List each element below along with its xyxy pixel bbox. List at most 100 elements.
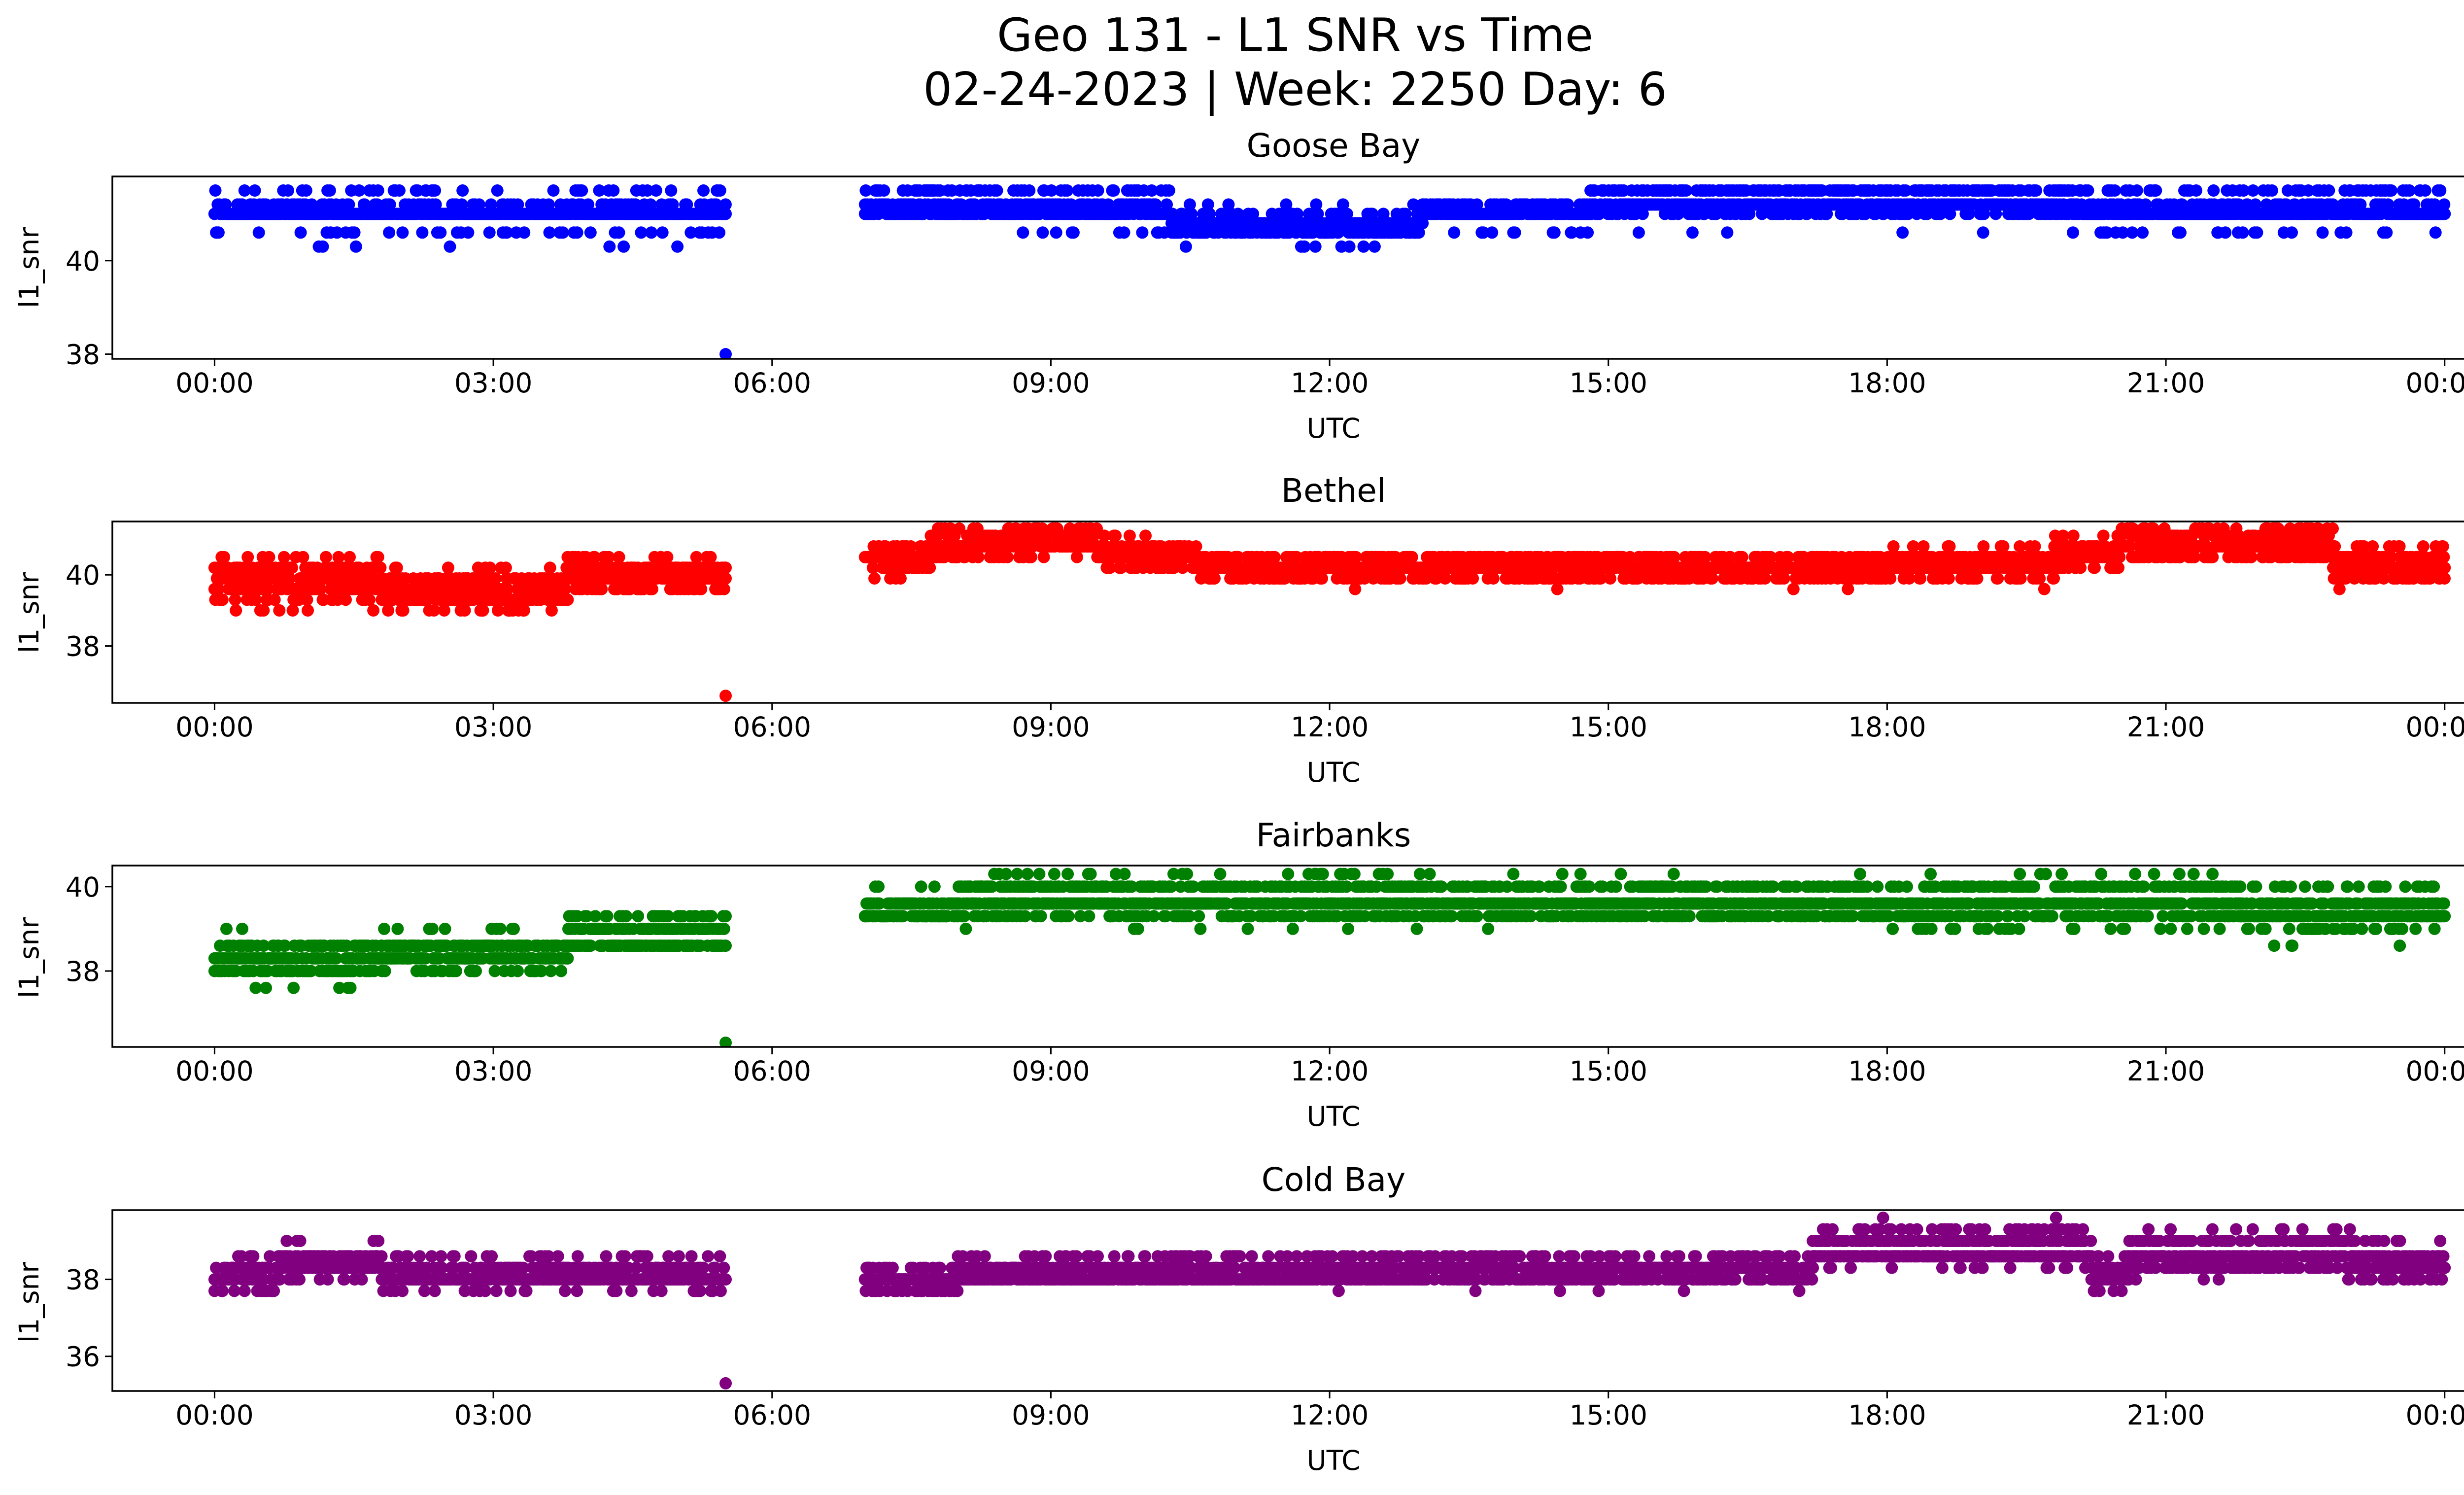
data-point: [429, 184, 442, 197]
data-point: [458, 604, 471, 617]
data-point: [1508, 226, 1521, 239]
data-point: [1343, 240, 1356, 253]
data-point: [442, 561, 454, 574]
data-point: [300, 184, 312, 197]
data-point: [1377, 208, 1390, 220]
data-point: [1467, 572, 1479, 585]
data-point: [2408, 198, 2421, 211]
data-point: [294, 226, 307, 239]
x-tick-label: 15:00: [1569, 367, 1647, 399]
data-point: [544, 561, 556, 574]
data-point: [208, 583, 221, 595]
data-point: [1962, 208, 1975, 220]
data-point: [2098, 540, 2111, 553]
data-point: [331, 226, 343, 239]
data-point: [1290, 551, 1303, 563]
data-point: [2438, 198, 2451, 211]
data-point: [2219, 226, 2232, 239]
data-point: [1061, 184, 1074, 197]
data-point: [2207, 184, 2220, 197]
x-tick-label: 21:00: [2127, 367, 2205, 399]
data-point: [1336, 198, 1349, 211]
data-point: [1487, 572, 1500, 585]
data-point: [713, 226, 725, 239]
data-point: [547, 184, 560, 197]
data-point: [483, 226, 496, 239]
data-point: [719, 198, 732, 211]
data-point: [1914, 572, 1927, 585]
data-point: [1448, 226, 1461, 239]
data-point: [1102, 198, 1115, 211]
data-point: [613, 551, 625, 563]
data-point: [972, 551, 985, 563]
data-point: [208, 208, 221, 220]
data-point: [1309, 240, 1322, 253]
data-point: [1699, 551, 1711, 563]
data-point: [1349, 583, 1362, 595]
data-point: [1672, 208, 1684, 220]
data-point: [219, 198, 232, 211]
data-point: [396, 226, 409, 239]
data-point: [1166, 208, 1179, 220]
data-point: [1736, 551, 1748, 563]
data-point: [2249, 198, 2262, 211]
data-point: [1037, 551, 1050, 563]
data-point: [1349, 551, 1362, 563]
data-point: [1439, 572, 1451, 585]
data-point: [212, 226, 225, 239]
data-point: [501, 583, 514, 595]
data-point: [2056, 529, 2069, 542]
data-point: [645, 226, 658, 239]
data-point: [2022, 208, 2035, 220]
data-point: [1903, 572, 1916, 585]
data-point: [1430, 572, 1443, 585]
data-point: [1103, 561, 1116, 574]
scatter-points: [208, 522, 2451, 702]
data-point: [1167, 561, 1180, 574]
data-point: [2251, 226, 2263, 239]
subplot-title: Bethel: [1281, 472, 1386, 510]
data-point: [1280, 198, 1293, 211]
data-point: [473, 198, 485, 211]
data-point: [1109, 529, 1122, 542]
data-point: [209, 184, 222, 197]
data-point: [542, 198, 555, 211]
data-point: [1001, 551, 1014, 563]
scatter-points: [208, 184, 2451, 359]
data-point: [456, 184, 469, 197]
y-tick-label: 40: [66, 245, 100, 277]
y-axis-label: l1_snr: [13, 227, 45, 308]
data-point: [2434, 184, 2447, 197]
data-point: [2429, 226, 2442, 239]
data-point: [230, 604, 242, 617]
data-point: [1989, 208, 2002, 220]
data-point: [576, 184, 588, 197]
outlier-point: [719, 348, 732, 359]
data-point: [650, 184, 662, 197]
data-point: [991, 184, 1003, 197]
data-point: [1755, 208, 1768, 220]
data-point: [695, 583, 708, 595]
data-point: [484, 198, 497, 211]
x-tick-label: 06:00: [733, 367, 811, 399]
data-point: [2139, 198, 2152, 211]
data-point: [1991, 572, 2004, 585]
data-point: [358, 198, 371, 211]
data-point: [2100, 226, 2113, 239]
data-point: [2340, 226, 2353, 239]
data-point: [477, 604, 489, 617]
data-point: [704, 551, 717, 563]
data-point: [2174, 226, 2187, 239]
data-point: [2380, 226, 2393, 239]
data-point: [1023, 184, 1036, 197]
data-point: [1944, 208, 1956, 220]
data-point: [1407, 198, 1420, 211]
data-point: [393, 184, 406, 197]
data-point: [491, 184, 504, 197]
data-point: [602, 551, 615, 563]
data-point: [383, 226, 396, 239]
data-point: [1358, 572, 1371, 585]
data-point: [1145, 184, 1158, 197]
data-point: [1050, 226, 1062, 239]
data-point: [2082, 184, 2094, 197]
